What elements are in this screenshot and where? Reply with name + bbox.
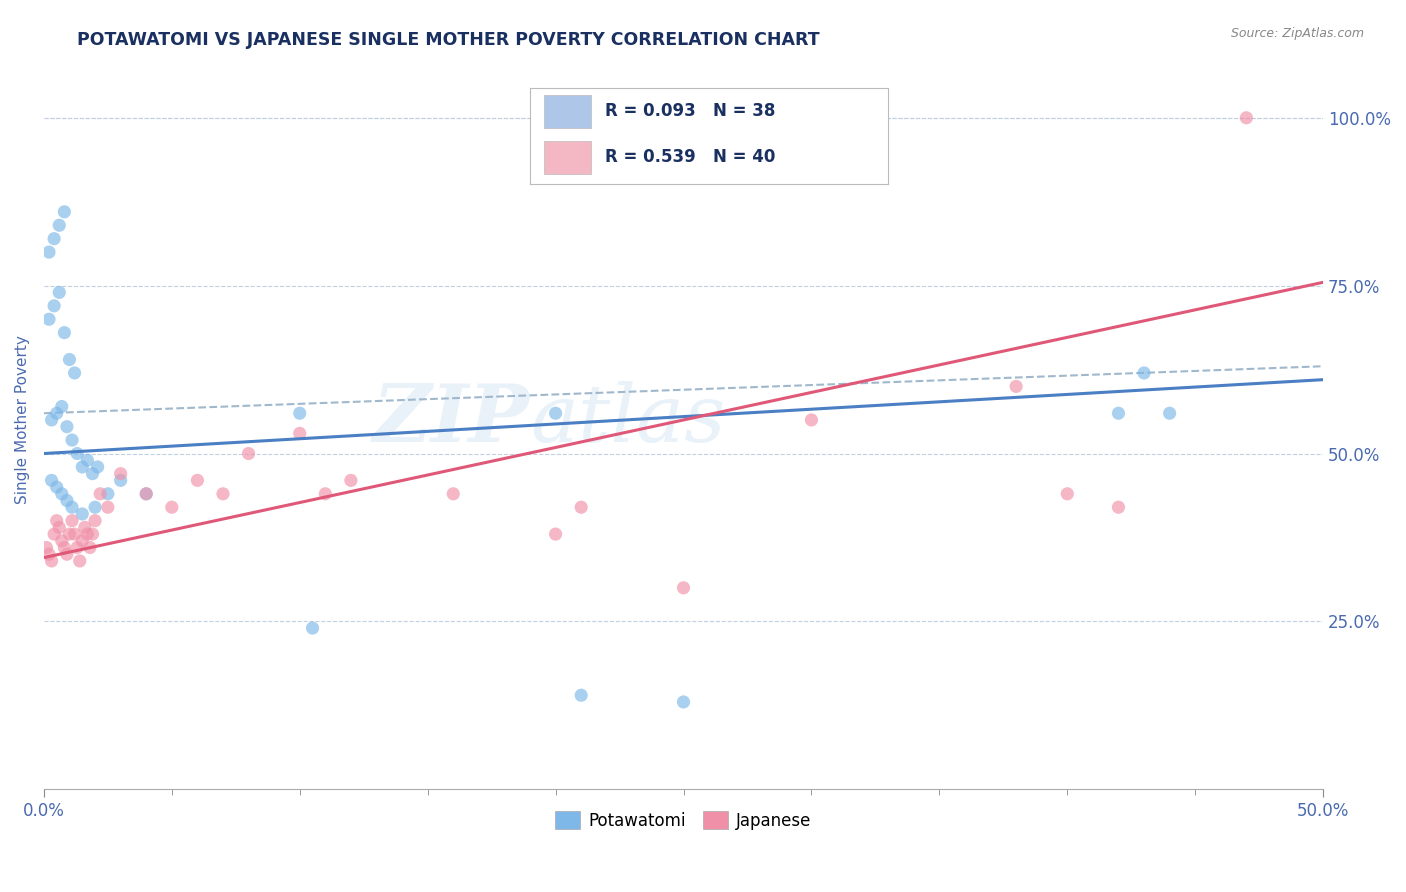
Point (82, 527, 104, 541)
Point (66, 541, 89, 555)
Point (56, 493, 79, 508)
Point (41, 474, 63, 488)
Point (72, 533, 94, 548)
Point (135, 487, 157, 501)
Point (38, 245, 60, 260)
Point (84, 500, 107, 515)
Point (38, 312, 60, 326)
Point (63, 527, 86, 541)
Point (38, 547, 60, 561)
Point (45, 514, 67, 528)
Point (1159, 406, 1181, 420)
Point (51, 487, 73, 501)
Point (1056, 487, 1078, 501)
Point (72, 459, 94, 474)
Point (41, 413, 63, 427)
Point (76, 453, 98, 467)
Point (314, 487, 336, 501)
Text: ZIP: ZIP (373, 381, 530, 458)
Point (238, 446, 260, 460)
Point (89, 487, 111, 501)
Point (51, 533, 73, 548)
Point (340, 474, 363, 488)
Legend: Potawatomi, Japanese: Potawatomi, Japanese (548, 805, 818, 837)
Point (56, 419, 79, 434)
Text: POTAWATOMI VS JAPANESE SINGLE MOTHER POVERTY CORRELATION CHART: POTAWATOMI VS JAPANESE SINGLE MOTHER POV… (77, 31, 820, 49)
Point (79, 541, 101, 555)
Point (60, 514, 83, 528)
Point (48, 520, 70, 534)
Point (51, 400, 73, 414)
Point (110, 474, 132, 488)
Point (42, 299, 65, 313)
Point (110, 467, 132, 481)
Point (66, 446, 89, 460)
Point (76, 527, 98, 541)
Point (544, 527, 567, 541)
Point (186, 474, 208, 488)
Point (212, 487, 235, 501)
Point (569, 500, 592, 515)
Point (63, 366, 86, 380)
Point (48, 285, 70, 300)
Y-axis label: Single Mother Poverty: Single Mother Poverty (15, 335, 30, 504)
Point (69, 554, 91, 568)
Point (53, 326, 76, 340)
Point (288, 406, 311, 420)
Point (42, 232, 65, 246)
Point (441, 487, 464, 501)
Point (301, 621, 323, 635)
Point (41, 554, 63, 568)
Point (53, 204, 76, 219)
Point (1234, 111, 1257, 125)
Point (58, 527, 80, 541)
Point (1107, 406, 1129, 420)
Point (60, 433, 83, 447)
Point (288, 426, 311, 441)
Point (82, 467, 104, 481)
Point (800, 413, 823, 427)
Point (45, 480, 67, 494)
Point (672, 581, 695, 595)
Text: atlas: atlas (530, 381, 725, 458)
Point (73, 520, 96, 534)
Point (42, 527, 65, 541)
Point (97, 487, 120, 501)
Point (97, 500, 120, 515)
Point (35, 541, 58, 555)
Point (84, 514, 107, 528)
Point (160, 500, 183, 515)
Point (45, 406, 67, 420)
Point (544, 406, 567, 420)
Point (53, 541, 76, 555)
Point (135, 487, 157, 501)
Point (1133, 366, 1156, 380)
Point (60, 500, 83, 515)
Point (48, 219, 70, 233)
Point (86, 459, 108, 474)
Point (1005, 379, 1028, 393)
Point (72, 507, 94, 521)
Point (569, 688, 592, 702)
Text: Source: ZipAtlas.com: Source: ZipAtlas.com (1230, 27, 1364, 40)
Point (1107, 500, 1129, 515)
Point (56, 547, 79, 561)
Point (58, 352, 80, 367)
Point (672, 695, 695, 709)
